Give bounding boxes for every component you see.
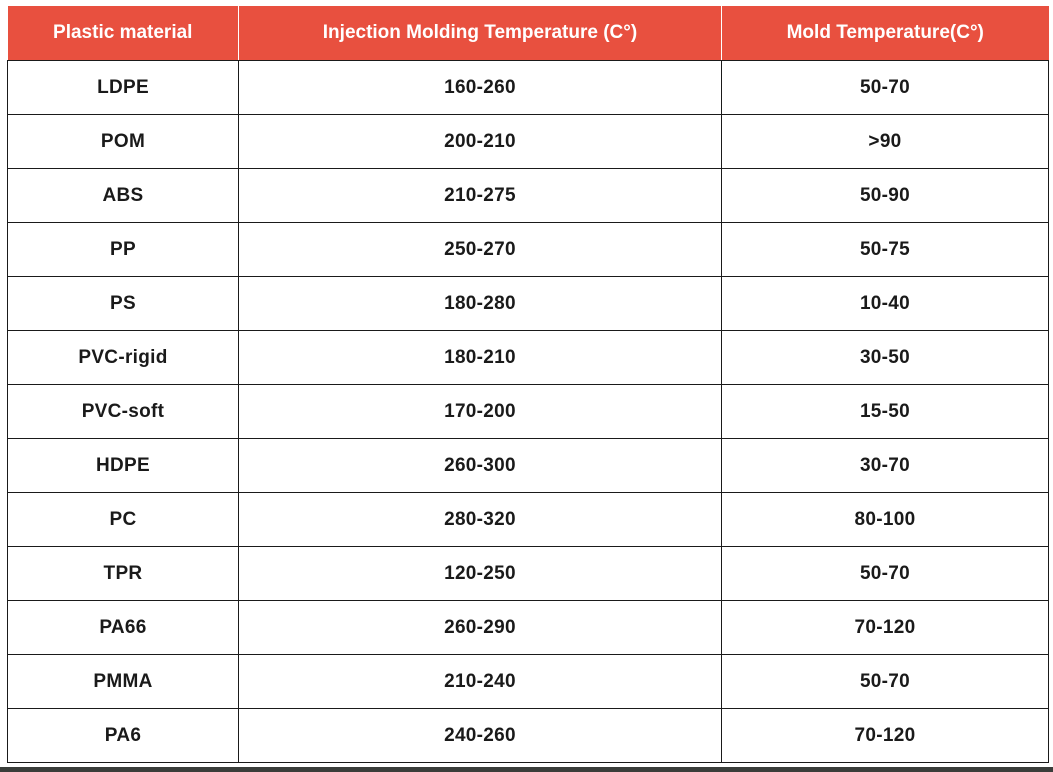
material-cell: PVC-rigid <box>7 330 239 385</box>
temperature-table-container: Plastic material Injection Molding Tempe… <box>7 6 1049 763</box>
mold-temp-cell: 15-50 <box>721 384 1049 439</box>
table-row: PA6 240-260 70-120 <box>7 708 1049 763</box>
material-cell: PVC-soft <box>7 384 239 439</box>
injection-temp-cell: 210-240 <box>238 654 722 709</box>
table-body: LDPE 160-260 50-70 POM 200-210 >90 ABS 2… <box>7 60 1049 763</box>
table-row: PMMA 210-240 50-70 <box>7 654 1049 709</box>
mold-temp-cell: 50-70 <box>721 546 1049 601</box>
material-cell: HDPE <box>7 438 239 493</box>
injection-temp-cell: 280-320 <box>238 492 722 547</box>
injection-temp-cell: 250-270 <box>238 222 722 277</box>
injection-temp-cell: 120-250 <box>238 546 722 601</box>
mold-temp-cell: 70-120 <box>721 600 1049 655</box>
injection-temp-cell: 240-260 <box>238 708 722 763</box>
header-mold-temperature: Mold Temperature(C°) <box>721 6 1049 61</box>
header-row: Plastic material Injection Molding Tempe… <box>7 6 1049 61</box>
table-row: PVC-rigid 180-210 30-50 <box>7 330 1049 385</box>
injection-temp-cell: 200-210 <box>238 114 722 169</box>
injection-temp-cell: 260-300 <box>238 438 722 493</box>
material-cell: TPR <box>7 546 239 601</box>
table-row: HDPE 260-300 30-70 <box>7 438 1049 493</box>
bottom-edge-divider <box>0 767 1053 772</box>
material-cell: PA66 <box>7 600 239 655</box>
table-row: PC 280-320 80-100 <box>7 492 1049 547</box>
injection-temp-cell: 170-200 <box>238 384 722 439</box>
material-cell: PA6 <box>7 708 239 763</box>
table-row: LDPE 160-260 50-70 <box>7 60 1049 115</box>
header-plastic-material: Plastic material <box>7 6 239 61</box>
table-row: PVC-soft 170-200 15-50 <box>7 384 1049 439</box>
mold-temp-cell: 80-100 <box>721 492 1049 547</box>
table-row: TPR 120-250 50-70 <box>7 546 1049 601</box>
mold-temp-cell: 70-120 <box>721 708 1049 763</box>
table-row: POM 200-210 >90 <box>7 114 1049 169</box>
material-cell: POM <box>7 114 239 169</box>
injection-temp-cell: 160-260 <box>238 60 722 115</box>
mold-temp-cell: 30-50 <box>721 330 1049 385</box>
mold-temp-cell: 50-70 <box>721 60 1049 115</box>
mold-temp-cell: 10-40 <box>721 276 1049 331</box>
mold-temp-cell: 50-90 <box>721 168 1049 223</box>
table-row: ABS 210-275 50-90 <box>7 168 1049 223</box>
material-cell: PC <box>7 492 239 547</box>
material-cell: PS <box>7 276 239 331</box>
injection-temp-cell: 210-275 <box>238 168 722 223</box>
material-cell: ABS <box>7 168 239 223</box>
mold-temp-cell: >90 <box>721 114 1049 169</box>
material-cell: PMMA <box>7 654 239 709</box>
injection-temp-cell: 180-280 <box>238 276 722 331</box>
mold-temp-cell: 50-75 <box>721 222 1049 277</box>
material-cell: LDPE <box>7 60 239 115</box>
mold-temp-cell: 50-70 <box>721 654 1049 709</box>
mold-temp-cell: 30-70 <box>721 438 1049 493</box>
table-row: PA66 260-290 70-120 <box>7 600 1049 655</box>
material-cell: PP <box>7 222 239 277</box>
table-header: Plastic material Injection Molding Tempe… <box>7 6 1049 61</box>
header-injection-molding-temperature: Injection Molding Temperature (C°) <box>238 6 722 61</box>
table-row: PP 250-270 50-75 <box>7 222 1049 277</box>
temperature-table: Plastic material Injection Molding Tempe… <box>7 6 1049 763</box>
table-row: PS 180-280 10-40 <box>7 276 1049 331</box>
injection-temp-cell: 260-290 <box>238 600 722 655</box>
injection-temp-cell: 180-210 <box>238 330 722 385</box>
